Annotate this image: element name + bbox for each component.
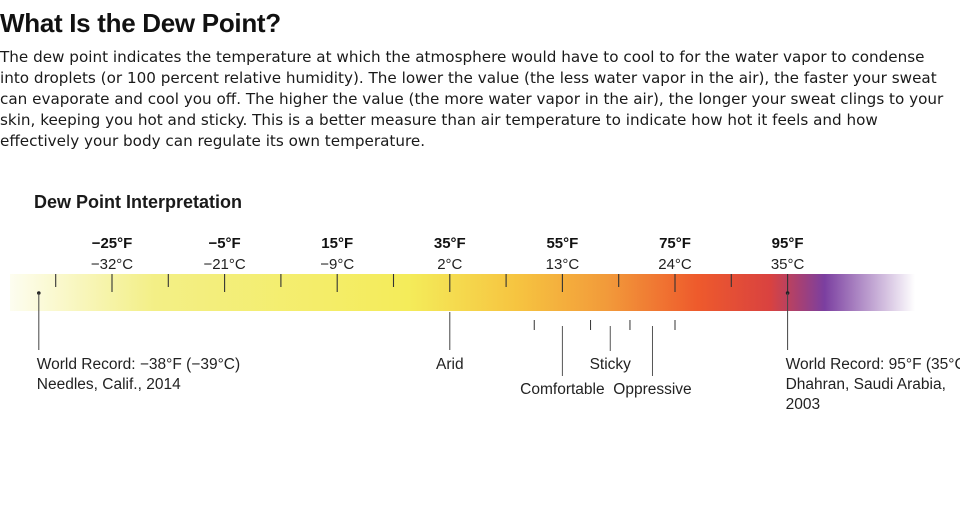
tick-label-c: 35°C (771, 256, 805, 273)
marker-label-line: Dhahran, Saudi Arabia, (786, 376, 946, 393)
tick-label-f: 75°F (659, 235, 691, 252)
range-label: Comfortable (520, 381, 604, 398)
tick-label-f: 55°F (546, 235, 578, 252)
range-label: Oppressive (613, 381, 691, 398)
marker-label-line: 2003 (786, 396, 820, 413)
gradient-bar (10, 274, 915, 311)
marker-label-line: Arid (436, 356, 464, 373)
dew-point-scale: −25°F −32°C −5°F −21°C 15°F −9°C 35°F 2°C 55°F 13… (0, 235, 960, 413)
page-title: What Is the Dew Point? (0, 8, 281, 38)
range-label: Sticky (590, 356, 632, 373)
tick-label-c: 24°C (658, 256, 692, 273)
intro-paragraph: The dew point indicates the temperature … (0, 48, 944, 150)
marker-label-line: World Record: −38°F (−39°C) (37, 356, 240, 373)
tick-label-f: −5°F (208, 235, 240, 252)
tick-label-f: −25°F (92, 235, 133, 252)
tick-label-f: 95°F (772, 235, 804, 252)
tick-labels: −25°F −32°C −5°F −21°C 15°F −9°C 35°F 2°C 55°F 13… (91, 235, 805, 273)
marker-label-line: World Record: 95°F (35°C) (786, 356, 960, 373)
tick-label-c: −21°C (203, 256, 245, 273)
tick-label-c: 2°C (437, 256, 462, 273)
tick-marks (55, 274, 789, 292)
markers: World Record: −38°F (−39°C) Needles, Cali… (37, 291, 960, 413)
marker-label-line: Needles, Calif., 2014 (37, 376, 181, 393)
tick-label-f: 35°F (434, 235, 466, 252)
tick-label-c: 13°C (546, 256, 580, 273)
tick-label-f: 15°F (321, 235, 353, 252)
ranges: Comfortable Sticky Oppressive (520, 320, 692, 398)
tick-label-c: −32°C (91, 256, 133, 273)
tick-label-c: −9°C (320, 256, 354, 273)
section-title: Dew Point Interpretation (34, 192, 243, 212)
